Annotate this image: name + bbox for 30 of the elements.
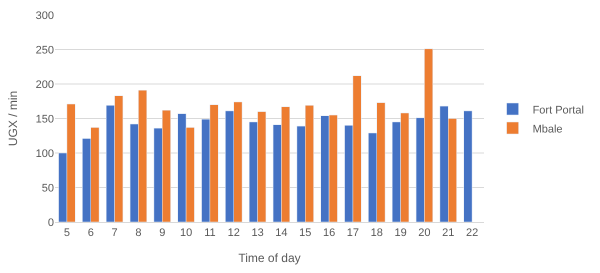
legend-label: Mbale: [532, 123, 563, 136]
y-tick-label: 250: [36, 44, 54, 56]
y-tick-label: 150: [36, 113, 54, 126]
x-tick-label: 19: [394, 227, 407, 240]
x-tick-label: 12: [228, 227, 240, 240]
x-tick-label: 15: [299, 227, 312, 240]
x-axis-title: Time of day: [238, 251, 301, 266]
x-tick-label: 22: [466, 227, 478, 240]
x-tick-label: 11: [204, 227, 216, 240]
x-tick-label: 20: [418, 227, 431, 240]
x-tick-label: 8: [135, 227, 142, 240]
x-tick-label: 13: [251, 227, 264, 240]
legend-label: Fort Portal: [532, 104, 584, 116]
x-tick-label: 5: [64, 227, 70, 240]
x-tick-label: 16: [322, 227, 336, 240]
y-tick-label: 50: [42, 182, 54, 194]
x-tick-label: 17: [346, 227, 360, 240]
x-tick-label: 14: [275, 227, 288, 240]
x-tick-label: 10: [180, 227, 192, 240]
y-axis-title: UGX / min: [6, 90, 20, 146]
x-tick-label: 7: [112, 227, 118, 240]
y-tick-label: 200: [36, 78, 54, 91]
y-tick-label: 0: [48, 216, 54, 229]
x-tick-label: 6: [88, 227, 94, 240]
y-tick-label: 100: [36, 148, 54, 160]
y-tick-label: 300: [36, 10, 54, 22]
x-tick-label: 21: [442, 227, 454, 240]
x-tick-label: 9: [159, 227, 166, 240]
x-tick-label: 18: [370, 227, 383, 240]
bar: [463, 110, 472, 222]
